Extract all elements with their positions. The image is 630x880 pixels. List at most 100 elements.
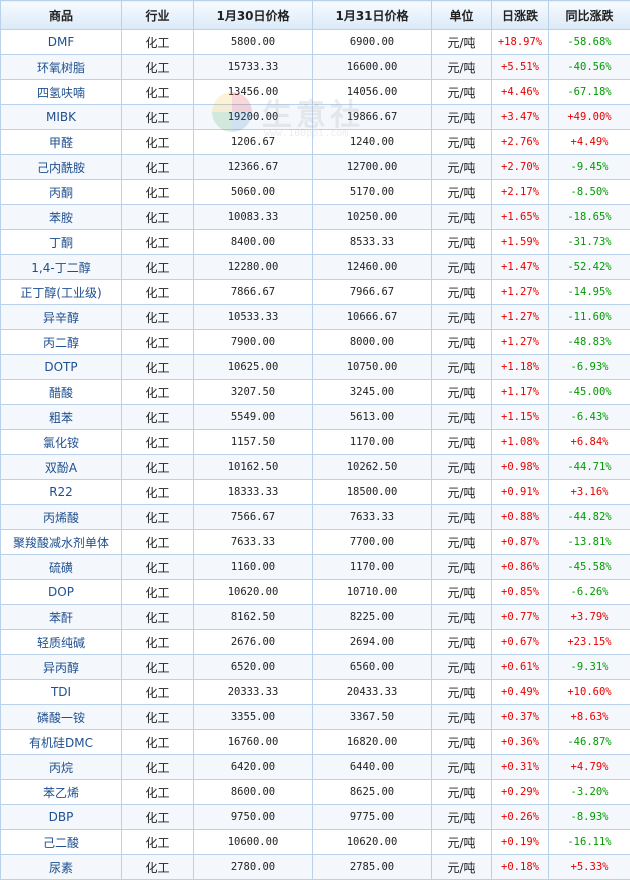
product-name-link[interactable]: 异辛醇 (0, 304, 122, 330)
price-jan30-cell: 8600.00 (193, 779, 313, 805)
industry-cell: 化工 (121, 804, 194, 830)
product-name-link[interactable]: 己内酰胺 (0, 154, 122, 180)
product-name-link[interactable]: DOTP (0, 354, 122, 380)
yoy-change-cell: -8.93% (548, 804, 630, 830)
product-name-link[interactable]: 硫磺 (0, 554, 122, 580)
table-row: 苯酐 化工 8162.50 8225.00 元/吨 +0.77% +3.79% (0, 604, 630, 630)
product-name-link[interactable]: 环氧树脂 (0, 54, 122, 80)
product-name-link[interactable]: 聚羧酸减水剂单体 (0, 529, 122, 555)
product-name-link[interactable]: 磷酸一铵 (0, 704, 122, 730)
unit-cell: 元/吨 (431, 654, 492, 680)
price-jan30-cell: 1206.67 (193, 129, 313, 155)
daily-change-cell: +0.36% (491, 729, 549, 755)
product-name-link[interactable]: 双酚A (0, 454, 122, 480)
price-jan30-cell: 18333.33 (193, 479, 313, 505)
product-name-link[interactable]: 苯胺 (0, 204, 122, 230)
price-jan31-cell: 7633.33 (312, 504, 432, 530)
table-row: R22 化工 18333.33 18500.00 元/吨 +0.91% +3.16% (0, 479, 630, 505)
daily-change-cell: +1.15% (491, 404, 549, 430)
table-row: 有机硅DMC 化工 16760.00 16820.00 元/吨 +0.36% -46.87% (0, 729, 630, 755)
product-name-link[interactable]: 有机硅DMC (0, 729, 122, 755)
table-row: 苯乙烯 化工 8600.00 8625.00 元/吨 +0.29% -3.20% (0, 779, 630, 805)
product-name-link[interactable]: DMF (0, 29, 122, 55)
table-row: 丁酮 化工 8400.00 8533.33 元/吨 +1.59% -31.73% (0, 229, 630, 255)
unit-cell: 元/吨 (431, 104, 492, 130)
yoy-change-cell: -13.81% (548, 529, 630, 555)
price-jan31-cell: 1170.00 (312, 429, 432, 455)
yoy-change-cell: -14.95% (548, 279, 630, 305)
unit-cell: 元/吨 (431, 54, 492, 80)
industry-cell: 化工 (121, 154, 194, 180)
product-name-link[interactable]: 丙烷 (0, 754, 122, 780)
price-jan31-cell: 2694.00 (312, 629, 432, 655)
price-jan30-cell: 10600.00 (193, 829, 313, 855)
table-row: 1,4-丁二醇 化工 12280.00 12460.00 元/吨 +1.47% -52.42… (0, 254, 630, 280)
daily-change-cell: +1.08% (491, 429, 549, 455)
price-jan31-cell: 5613.00 (312, 404, 432, 430)
product-name-link[interactable]: 正丁醇(工业级) (0, 279, 122, 305)
unit-cell: 元/吨 (431, 454, 492, 480)
product-name-link[interactable]: 丁酮 (0, 229, 122, 255)
yoy-change-cell: +4.79% (548, 754, 630, 780)
unit-cell: 元/吨 (431, 729, 492, 755)
industry-cell: 化工 (121, 229, 194, 255)
yoy-change-cell: -6.26% (548, 579, 630, 605)
table-row: 苯胺 化工 10083.33 10250.00 元/吨 +1.65% -18.65% (0, 204, 630, 230)
industry-cell: 化工 (121, 479, 194, 505)
product-name-link[interactable]: 粗苯 (0, 404, 122, 430)
price-jan30-cell: 10533.33 (193, 304, 313, 330)
industry-cell: 化工 (121, 629, 194, 655)
price-jan30-cell: 7866.67 (193, 279, 313, 305)
product-name-link[interactable]: TDI (0, 679, 122, 705)
product-name-link[interactable]: 氯化铵 (0, 429, 122, 455)
price-jan31-cell: 1240.00 (312, 129, 432, 155)
unit-cell: 元/吨 (431, 29, 492, 55)
price-jan30-cell: 19200.00 (193, 104, 313, 130)
price-jan31-cell: 1170.00 (312, 554, 432, 580)
product-name-link[interactable]: 丙二醇 (0, 329, 122, 355)
product-name-link[interactable]: MIBK (0, 104, 122, 130)
price-jan31-cell: 16820.00 (312, 729, 432, 755)
table-row: 双酚A 化工 10162.50 10262.50 元/吨 +0.98% -44.71% (0, 454, 630, 480)
unit-cell: 元/吨 (431, 379, 492, 405)
table-row: 异辛醇 化工 10533.33 10666.67 元/吨 +1.27% -11.60% (0, 304, 630, 330)
table-row: DBP 化工 9750.00 9775.00 元/吨 +0.26% -8.93% (0, 804, 630, 830)
product-name-link[interactable]: 己二酸 (0, 829, 122, 855)
yoy-change-cell: -44.82% (548, 504, 630, 530)
daily-change-cell: +0.37% (491, 704, 549, 730)
unit-cell: 元/吨 (431, 204, 492, 230)
industry-cell: 化工 (121, 579, 194, 605)
product-name-link[interactable]: 苯酐 (0, 604, 122, 630)
product-name-link[interactable]: 尿素 (0, 854, 122, 880)
table-row: 正丁醇(工业级) 化工 7866.67 7966.67 元/吨 +1.27% -14.95% (0, 279, 630, 305)
product-name-link[interactable]: 甲醛 (0, 129, 122, 155)
product-name-link[interactable]: R22 (0, 479, 122, 505)
daily-change-cell: +0.18% (491, 854, 549, 880)
product-name-link[interactable]: 苯乙烯 (0, 779, 122, 805)
product-name-link[interactable]: 丙烯酸 (0, 504, 122, 530)
product-name-link[interactable]: DOP (0, 579, 122, 605)
price-jan31-cell: 19866.67 (312, 104, 432, 130)
yoy-change-cell: +8.63% (548, 704, 630, 730)
product-name-link[interactable]: 丙酮 (0, 179, 122, 205)
table-row: DMF 化工 5800.00 6900.00 元/吨 +18.97% -58.68% (0, 29, 630, 55)
price-jan30-cell: 20333.33 (193, 679, 313, 705)
table-row: 异丙醇 化工 6520.00 6560.00 元/吨 +0.61% -9.31% (0, 654, 630, 680)
daily-change-cell: +0.88% (491, 504, 549, 530)
yoy-change-cell: -48.83% (548, 329, 630, 355)
header-product: 商品 (0, 0, 122, 30)
daily-change-cell: +0.26% (491, 804, 549, 830)
product-name-link[interactable]: 异丙醇 (0, 654, 122, 680)
product-name-link[interactable]: DBP (0, 804, 122, 830)
product-name-link[interactable]: 醋酸 (0, 379, 122, 405)
unit-cell: 元/吨 (431, 804, 492, 830)
unit-cell: 元/吨 (431, 504, 492, 530)
product-name-link[interactable]: 四氢呋喃 (0, 79, 122, 105)
product-name-link[interactable]: 1,4-丁二醇 (0, 254, 122, 280)
daily-change-cell: +2.70% (491, 154, 549, 180)
daily-change-cell: +2.17% (491, 179, 549, 205)
industry-cell: 化工 (121, 554, 194, 580)
industry-cell: 化工 (121, 129, 194, 155)
product-name-link[interactable]: 轻质纯碱 (0, 629, 122, 655)
